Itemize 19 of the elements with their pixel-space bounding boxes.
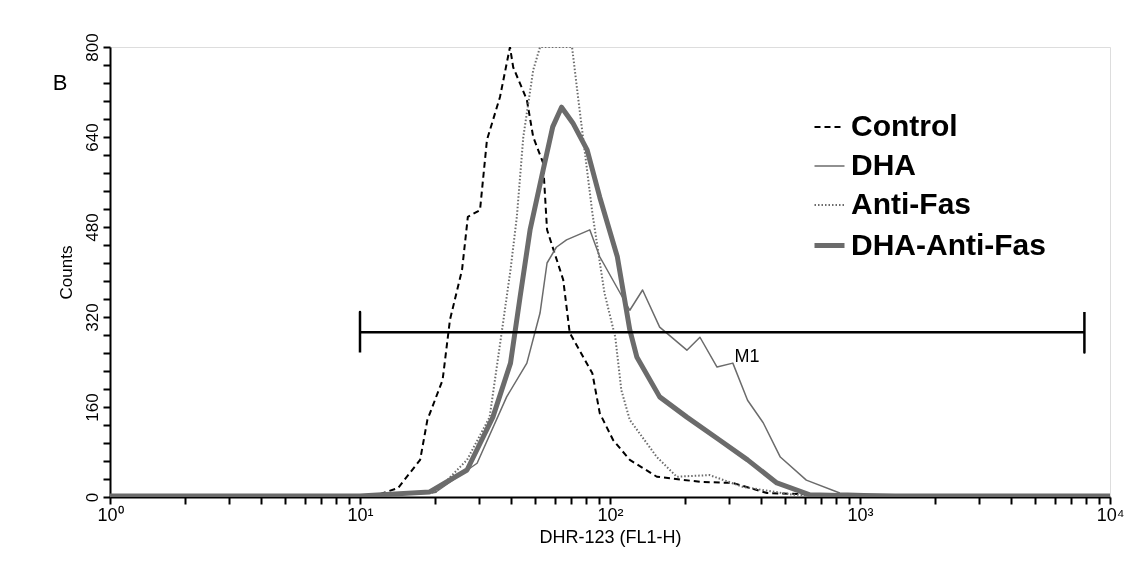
legend-label: DHA-Anti-Fas	[851, 227, 1046, 261]
x-tick-label: 10³	[847, 504, 874, 525]
x-axis-title: DHR-123 (FL1-H)	[539, 526, 682, 547]
legend-label: Control	[851, 109, 958, 142]
annotation: M1	[734, 346, 760, 366]
y-tick-label: 800	[82, 33, 102, 62]
text: B	[52, 70, 68, 95]
y-tick-label: 480	[82, 213, 102, 242]
x-tick-label: 10¹	[347, 504, 374, 525]
x-tick-label: 10⁰	[97, 504, 124, 525]
x-tick-label: 10⁴	[1096, 504, 1125, 525]
x-tick-label: 10²	[597, 504, 624, 525]
legend-label: Anti-Fas	[851, 187, 971, 220]
y-tick-label: 320	[82, 303, 102, 332]
y-axis-title: Counts	[56, 245, 76, 300]
y-tick-label: 640	[82, 123, 102, 152]
y-tick-label: 160	[82, 393, 102, 422]
y-tick-label: 0	[82, 492, 102, 503]
legend-label: DHA	[851, 148, 916, 181]
